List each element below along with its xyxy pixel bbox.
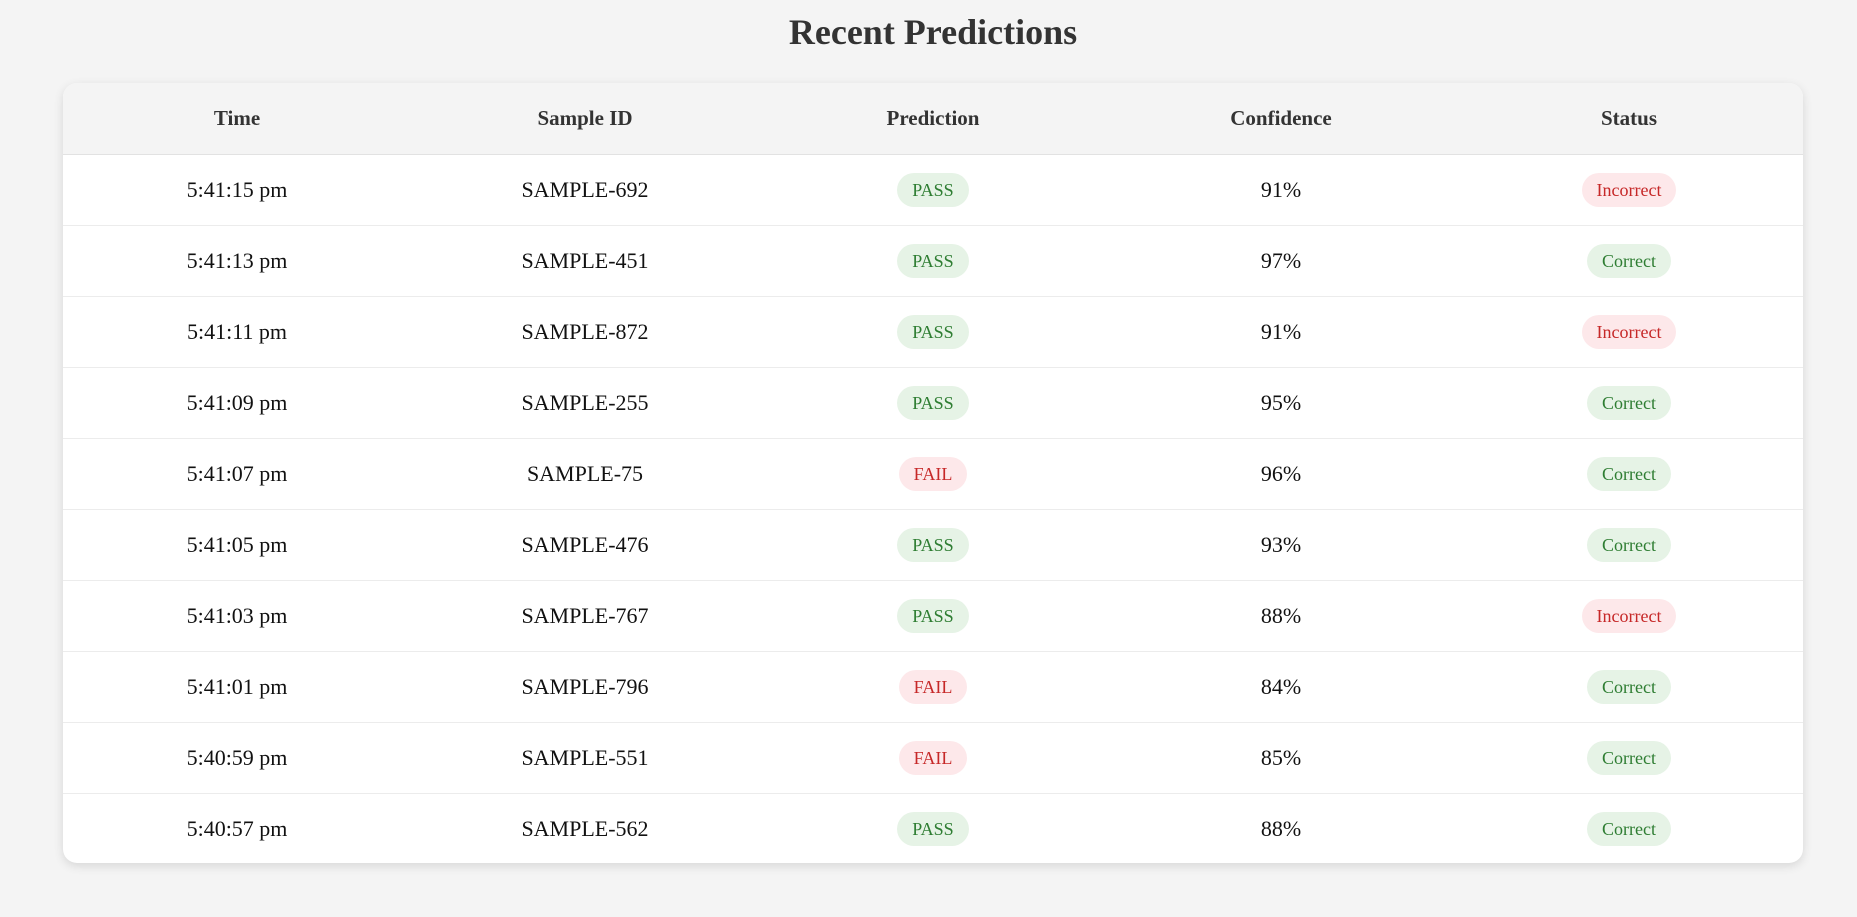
status-cell: Correct <box>1455 651 1803 723</box>
sample-id-cell: SAMPLE-476 <box>411 509 759 581</box>
confidence-cell: 96% <box>1107 438 1455 510</box>
prediction-badge: PASS <box>897 527 969 562</box>
time-cell: 5:40:59 pm <box>63 722 411 794</box>
confidence-cell: 91% <box>1107 154 1455 226</box>
sample-id-cell: SAMPLE-255 <box>411 367 759 439</box>
status-cell: Correct <box>1455 793 1803 863</box>
column-header-status: Status <box>1455 83 1803 155</box>
status-cell: Correct <box>1455 225 1803 297</box>
column-header-sample-id: Sample ID <box>411 83 759 155</box>
prediction-cell: PASS <box>759 580 1107 652</box>
prediction-badge: FAIL <box>898 456 968 491</box>
status-cell: Correct <box>1455 509 1803 581</box>
sample-id-cell: SAMPLE-562 <box>521 815 649 841</box>
column-header-confidence: Confidence <box>1107 83 1455 155</box>
sample-id-cell: SAMPLE-75 <box>411 438 759 510</box>
prediction-badge: FAIL <box>898 669 968 704</box>
status-badge: Incorrect <box>1581 598 1677 633</box>
prediction-badge: PASS <box>897 172 969 207</box>
table-row: 5:40:59 pm SAMPLE-551 FAIL 85% Correct <box>63 722 1803 794</box>
sample-id-cell: SAMPLE-551 <box>411 722 759 794</box>
confidence-cell: 93% <box>1107 509 1455 581</box>
sample-id-cell: SAMPLE-796 <box>411 651 759 723</box>
table-row: 5:41:11 pm SAMPLE-872 PASS 91% Incorrect <box>63 296 1803 368</box>
prediction-cell: PASS <box>759 296 1107 368</box>
time-cell: 5:40:57 pm <box>186 815 288 841</box>
table-row: 5:41:03 pm SAMPLE-767 PASS 88% Incorrect <box>63 580 1803 652</box>
status-badge: Correct <box>1587 669 1671 704</box>
time-cell: 5:41:07 pm <box>63 438 411 510</box>
prediction-badge: PASS <box>897 598 969 633</box>
prediction-cell: FAIL <box>759 651 1107 723</box>
prediction-badge: FAIL <box>898 740 968 775</box>
time-cell: 5:41:15 pm <box>63 154 411 226</box>
sample-id-cell: SAMPLE-692 <box>411 154 759 226</box>
table-header-row: Time Sample ID Prediction Confidence Sta… <box>63 83 1803 155</box>
confidence-cell: 95% <box>1107 367 1455 439</box>
prediction-cell: PASS <box>759 154 1107 226</box>
time-cell: 5:41:01 pm <box>63 651 411 723</box>
prediction-cell: FAIL <box>759 438 1107 510</box>
status-cell: Correct <box>1455 438 1803 510</box>
table-header: Time Sample ID Prediction Confidence Sta… <box>63 83 1803 155</box>
prediction-cell: PASS <box>759 225 1107 297</box>
table-row: 5:41:09 pm SAMPLE-255 PASS 95% Correct <box>63 367 1803 439</box>
prediction-cell: PASS <box>759 367 1107 439</box>
prediction-cell: PASS <box>759 793 1107 863</box>
predictions-table: Time Sample ID Prediction Confidence Sta… <box>63 83 1803 863</box>
sample-id-cell: SAMPLE-451 <box>411 225 759 297</box>
prediction-badge: PASS <box>897 811 969 846</box>
status-badge: Correct <box>1587 527 1671 562</box>
status-cell: Incorrect <box>1455 296 1803 368</box>
predictions-table-card: Time Sample ID Prediction Confidence Sta… <box>63 83 1803 863</box>
status-cell: Correct <box>1455 367 1803 439</box>
confidence-cell: 97% <box>1107 225 1455 297</box>
confidence-cell: 88% <box>1107 580 1455 652</box>
status-badge: Correct <box>1587 243 1671 278</box>
time-cell: 5:41:11 pm <box>63 296 411 368</box>
time-cell: 5:41:05 pm <box>63 509 411 581</box>
status-badge: Correct <box>1587 811 1671 846</box>
status-badge: Correct <box>1587 385 1671 420</box>
table-row: 5:41:07 pm SAMPLE-75 FAIL 96% Correct <box>63 438 1803 510</box>
status-badge: Correct <box>1587 456 1671 491</box>
time-cell: 5:41:09 pm <box>63 367 411 439</box>
status-badge: Incorrect <box>1581 172 1677 207</box>
confidence-cell: 85% <box>1107 722 1455 794</box>
status-badge: Incorrect <box>1581 314 1677 349</box>
status-badge: Correct <box>1587 740 1671 775</box>
sample-id-cell: SAMPLE-872 <box>411 296 759 368</box>
status-cell: Correct <box>1455 722 1803 794</box>
column-header-prediction: Prediction <box>759 83 1107 155</box>
confidence-cell: 84% <box>1107 651 1455 723</box>
table-body: 5:41:15 pm SAMPLE-692 PASS 91% Incorrect… <box>63 154 1803 863</box>
prediction-cell: PASS <box>759 509 1107 581</box>
prediction-badge: PASS <box>897 314 969 349</box>
time-cell: 5:41:03 pm <box>63 580 411 652</box>
prediction-badge: PASS <box>897 243 969 278</box>
status-cell: Incorrect <box>1455 154 1803 226</box>
table-row: 5:41:01 pm SAMPLE-796 FAIL 84% Correct <box>63 651 1803 723</box>
prediction-badge: PASS <box>897 385 969 420</box>
table-row: 5:41:13 pm SAMPLE-451 PASS 97% Correct <box>63 225 1803 297</box>
table-row: 5:40:57 pm SAMPLE-562 PASS 88% Correct <box>63 793 1803 863</box>
confidence-cell: 88% <box>1260 815 1302 841</box>
sample-id-cell: SAMPLE-767 <box>411 580 759 652</box>
table-row: 5:41:15 pm SAMPLE-692 PASS 91% Incorrect <box>63 154 1803 226</box>
page-title: Recent Predictions <box>788 12 1078 52</box>
prediction-cell: FAIL <box>759 722 1107 794</box>
column-header-time: Time <box>63 83 411 155</box>
confidence-cell: 91% <box>1107 296 1455 368</box>
time-cell: 5:41:13 pm <box>63 225 411 297</box>
table-row: 5:41:05 pm SAMPLE-476 PASS 93% Correct <box>63 509 1803 581</box>
status-cell: Incorrect <box>1455 580 1803 652</box>
